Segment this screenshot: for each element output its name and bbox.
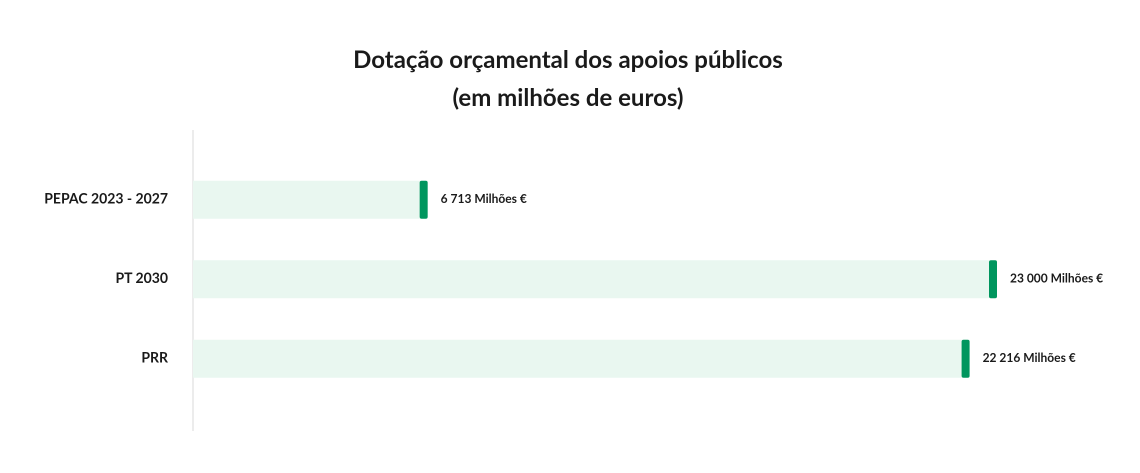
value-label: 6 713 Milhões € bbox=[441, 191, 527, 206]
bar-end bbox=[419, 180, 428, 219]
category-label: PRR bbox=[141, 348, 169, 365]
bar-end bbox=[961, 339, 970, 378]
value-label: 23 000 Milhões € bbox=[1010, 270, 1103, 285]
bar-end bbox=[989, 260, 997, 299]
bar bbox=[193, 260, 997, 299]
category-label: PEPAC 2023 - 2027 bbox=[44, 189, 168, 206]
bar bbox=[193, 180, 428, 219]
bar bbox=[193, 339, 970, 378]
chart-subtitle: (em milhões de euros) bbox=[453, 83, 684, 112]
category-label: PT 2030 bbox=[115, 269, 168, 286]
chart-title: Dotação orçamental dos apoios públicos bbox=[353, 45, 783, 74]
value-label: 22 216 Milhões € bbox=[983, 350, 1076, 365]
